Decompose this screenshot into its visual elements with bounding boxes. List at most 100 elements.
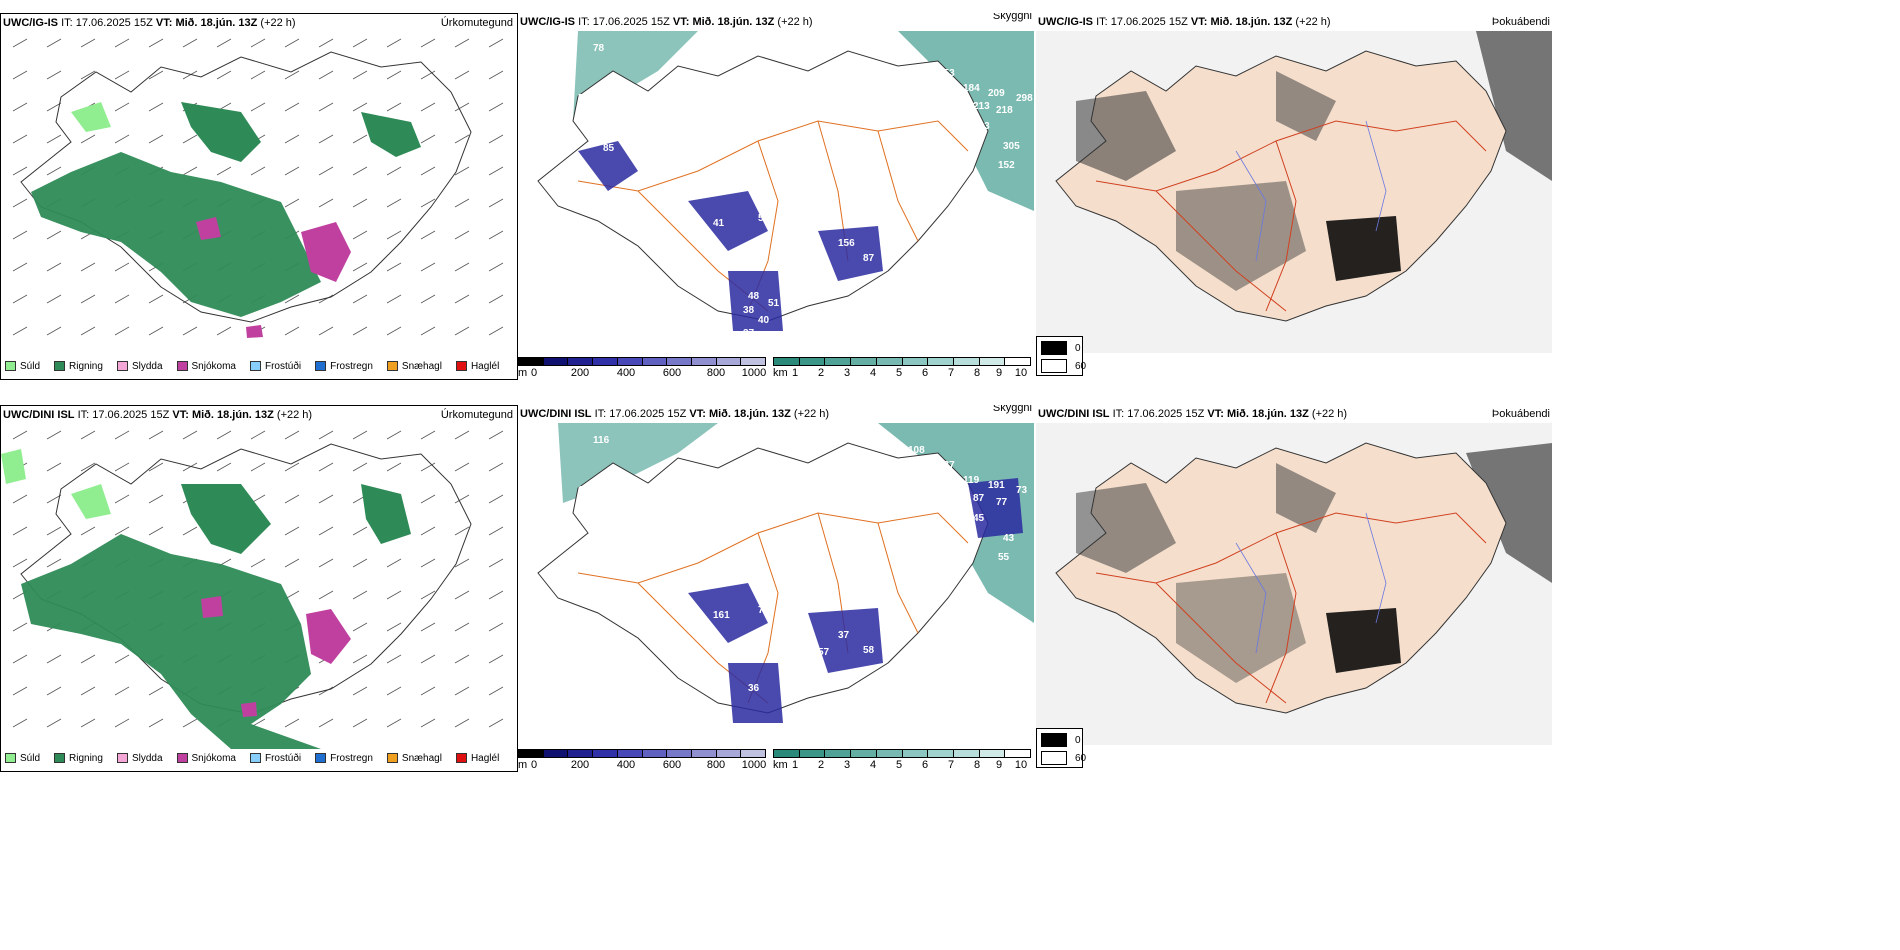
visibility-value: 58 <box>863 645 875 656</box>
variable-title: Úrkomutegund <box>440 409 513 421</box>
wind-barb <box>182 326 198 336</box>
legend-label: Rigning <box>69 360 103 372</box>
colorbar-unit: km <box>773 759 788 771</box>
fog-map <box>1036 31 1552 353</box>
wind-barb <box>114 326 130 336</box>
wind-barb <box>182 134 198 144</box>
tick-label: 800 <box>706 759 726 771</box>
visibility-value: 213 <box>973 101 990 112</box>
legend-label: Frostregn <box>330 360 373 372</box>
legend-item: Snjókoma <box>176 361 236 372</box>
wind-barb <box>80 134 96 144</box>
tick-label: 4 <box>869 367 877 379</box>
wind-barb <box>80 294 96 304</box>
colorbar-swatches <box>518 357 766 366</box>
wind-barb <box>12 102 28 112</box>
valid-time-label: VT: <box>689 408 706 420</box>
visibility-colorbar: km 1 2 3 4 5 6 7 8 9 10 <box>773 749 1033 772</box>
wind-barb <box>454 38 470 48</box>
wind-barb <box>420 326 436 336</box>
wind-barb <box>318 326 334 336</box>
variable-title: Skyggni <box>992 405 1032 414</box>
fog-legend: 0 60 <box>1036 336 1086 376</box>
wind-barb <box>352 558 368 568</box>
wind-barb <box>12 294 28 304</box>
visibility-value: 40 <box>758 315 770 326</box>
wind-barb <box>386 294 402 304</box>
visibility-value: 82 <box>818 255 830 266</box>
visibility-value: 85 <box>603 143 615 154</box>
visibility-value: 119 <box>963 475 980 486</box>
wind-barb <box>488 590 504 600</box>
wind-barb <box>80 718 96 728</box>
visibility-value: 71 <box>778 143 790 154</box>
wind-barb <box>284 198 300 208</box>
tick-label: 0 <box>530 367 538 379</box>
wind-barb <box>318 526 334 536</box>
legend-swatch <box>1041 751 1067 765</box>
wind-barb <box>488 166 504 176</box>
wind-barb <box>12 686 28 696</box>
legend-swatch <box>249 361 261 371</box>
tick-label: 600 <box>662 367 682 379</box>
visibility-value: 34 <box>908 53 920 64</box>
wind-barb <box>284 718 300 728</box>
wind-barb <box>420 166 436 176</box>
legend-swatch <box>1041 359 1067 373</box>
wind-barb <box>454 494 470 504</box>
wind-barb <box>12 558 28 568</box>
visibility-value: 37 <box>743 328 755 339</box>
visibility-value: 575 <box>728 183 745 194</box>
legend-item: Frostregn <box>315 753 373 764</box>
wind-barb <box>386 38 402 48</box>
panel-header: UWC/IG-IS IT: 17.06.2025 15Z VT: Mið. 18… <box>518 13 1036 31</box>
wind-barb <box>250 166 266 176</box>
wind-barb <box>352 166 368 176</box>
wind-barb <box>148 70 164 80</box>
visibility-value: 215 <box>588 510 605 521</box>
wind-barb <box>318 590 334 600</box>
visibility-value-labels: 78 59 61 85 34 353 184 209 298 213 218 293 305 152 42 7… <box>578 43 1033 344</box>
legend-swatch <box>249 753 261 763</box>
tick-label: 7 <box>947 759 955 771</box>
visibility-value: 55 <box>648 233 660 244</box>
legend-item: 0 <box>1041 341 1081 355</box>
visibility-value: 37 <box>748 650 760 661</box>
wind-barb <box>318 166 334 176</box>
legend-label: Snæhagl <box>401 360 442 372</box>
visibility-value: 47 <box>648 625 660 636</box>
wind-barb <box>352 294 368 304</box>
wind-barb <box>114 718 130 728</box>
wind-barb <box>488 686 504 696</box>
lead-time: (+22 h) <box>793 408 830 420</box>
lead-time: (+22 h) <box>1295 16 1331 28</box>
wind-barb <box>216 462 232 472</box>
wind-barb <box>12 430 28 440</box>
tick-label: 9 <box>995 759 1003 771</box>
wind-barb <box>488 718 504 728</box>
colorbar-swatches <box>518 749 766 758</box>
legend-item: Frostregn <box>315 361 373 372</box>
colorbar-ticks: 1 2 3 4 5 6 7 8 9 10 <box>773 759 1033 772</box>
wind-barb <box>250 430 266 440</box>
precip-legend: Súld Rigning Slydda Snjókoma Frostúði Fr… <box>5 358 499 374</box>
valid-time-label: VT: <box>672 16 690 28</box>
wind-barb <box>114 262 130 272</box>
model-name: UWC/DINI ISL <box>3 409 75 421</box>
panel-header: UWC/DINI ISL IT: 17.06.2025 15Z VT: Mið.… <box>518 405 1036 423</box>
colorbar-unit: km <box>773 367 788 379</box>
valid-time: Mið. 18.jún. 13Z <box>175 17 258 29</box>
wind-barb <box>454 70 470 80</box>
visibility-value: 78 <box>593 43 605 54</box>
tick-label: 3 <box>843 759 851 771</box>
lead-time: (+22 h) <box>276 409 313 421</box>
wind-barb <box>46 494 62 504</box>
wind-barb <box>250 70 266 80</box>
wind-barb <box>488 622 504 632</box>
legend-label: Súld <box>20 360 41 372</box>
legend-swatch <box>455 753 467 763</box>
wind-barb <box>488 430 504 440</box>
visibility-value: 167 <box>708 248 725 259</box>
precip-panel-row2: UWC/DINI ISL IT: 17.06.2025 15Z VT: Mið.… <box>0 405 518 772</box>
wind-barb <box>420 718 436 728</box>
